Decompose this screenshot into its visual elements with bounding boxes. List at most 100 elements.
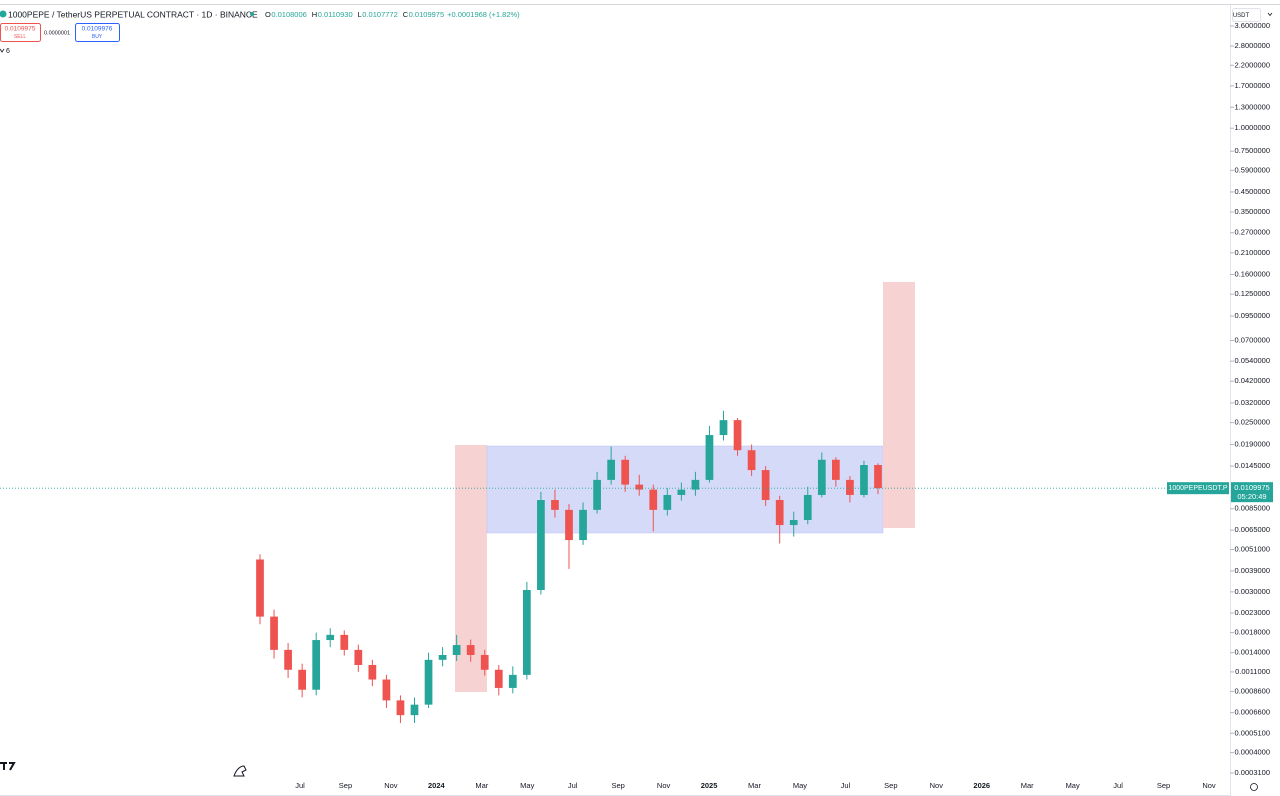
y-tick-label: 3.6000000 (1235, 21, 1270, 30)
ohlc-value: 0.0109975 (409, 10, 444, 19)
y-tick-label: 0.0540000 (1235, 356, 1270, 365)
candle-body (761, 470, 770, 501)
ohlc-label: H (312, 10, 317, 19)
settings-icon[interactable] (1250, 783, 1258, 791)
candle-body (621, 459, 630, 485)
y-tick-label: 2.2000000 (1235, 60, 1270, 69)
y-tick-label: 0.0005100 (1235, 728, 1270, 737)
candle-body (410, 704, 419, 716)
candle-body (368, 664, 377, 680)
symbol-tag-text: 1000PEPEUSDT.P (1168, 485, 1227, 492)
candle-body (874, 465, 882, 489)
y-tick-label: 0.5900000 (1235, 165, 1270, 174)
candle-body (565, 509, 573, 541)
y-tick-label: 0.0320000 (1235, 398, 1270, 407)
y-tick-label: 0.0023000 (1235, 608, 1270, 617)
y-tick-label: 1.0000000 (1235, 123, 1270, 132)
y-tick-label: 0.0051000 (1235, 544, 1270, 553)
tv-logo (0, 762, 16, 771)
plot (256, 410, 882, 724)
candle-body (635, 484, 644, 490)
currency-chevron (1267, 12, 1273, 17)
buy-price: 0.0109976 (82, 26, 113, 33)
y-tick-label: 0.3500000 (1235, 207, 1270, 216)
y-tick-label: 0.0190000 (1235, 440, 1270, 449)
y-tick-label: 0.0011000 (1235, 667, 1270, 676)
x-tick-label: Mar (748, 781, 761, 790)
x-tick-label: Jul (841, 781, 851, 790)
x-tick-label: Sep (1157, 781, 1170, 790)
candle-body (775, 500, 784, 526)
y-tick-label: 0.0250000 (1235, 418, 1270, 427)
candle-body (537, 500, 545, 591)
y-tick-label: 0.2100000 (1235, 248, 1270, 257)
y-tick-label: 0.0030000 (1235, 587, 1270, 596)
candle-body (438, 654, 447, 660)
ohlc-value: 0.0107772 (362, 10, 397, 19)
y-tick-label: 0.0065000 (1235, 525, 1270, 534)
candle-body (298, 669, 306, 690)
y-tick-label: 0.4500000 (1235, 187, 1270, 196)
candle-body (747, 450, 756, 471)
candle-body (523, 590, 531, 675)
candle-body (452, 645, 461, 655)
symbol-tag (1167, 482, 1229, 495)
candle-body (846, 479, 854, 495)
y-tick-label: 0.0700000 (1235, 335, 1270, 344)
price-tag-value: 0.0109975 (1234, 483, 1269, 492)
candle-body (705, 435, 714, 480)
sell-button[interactable] (0, 23, 41, 42)
x-tick-label: Mar (1021, 781, 1034, 790)
x-tick-label: Jul (568, 781, 578, 790)
chevron[interactable] (0, 48, 5, 53)
ohlc-label: C (403, 10, 409, 19)
y-tick-label: 0.0008600 (1235, 687, 1270, 696)
y-tick-label: 0.0018000 (1235, 628, 1270, 637)
candle-body (803, 494, 812, 521)
y-tick-label: 0.7500000 (1235, 146, 1270, 155)
candle-body (817, 459, 826, 495)
y-tick-label: 0.0085000 (1235, 504, 1270, 513)
y-tick-label: 0.0950000 (1235, 311, 1270, 320)
candle-body (480, 654, 489, 670)
buy-button[interactable] (75, 23, 120, 42)
candle-body (340, 634, 349, 650)
y-tick-label: 0.1250000 (1235, 289, 1270, 298)
y-tick-label: 0.0006600 (1235, 708, 1270, 717)
currency-button[interactable] (1232, 8, 1261, 22)
status-dot (250, 12, 254, 16)
x-tick-label: Jul (1113, 781, 1123, 790)
candle-body (382, 679, 391, 701)
candle-body (593, 479, 601, 510)
y-tick-label: 0.0004000 (1235, 748, 1270, 757)
x-tick-label: Nov (657, 781, 671, 790)
red-box (883, 282, 915, 528)
candle-body (466, 645, 475, 655)
candle-body (860, 465, 868, 495)
replay-icon[interactable] (233, 765, 247, 777)
candle-body (508, 674, 517, 688)
price-tag-countdown: 05:20:49 (1237, 492, 1266, 501)
ohlc-label: L (358, 10, 362, 19)
ohlc-change: +0.0001968 (+1.82%) (447, 10, 520, 19)
ohlc-value: 0.0110930 (318, 10, 353, 19)
blue-range-box (486, 445, 884, 534)
candle-body (326, 634, 335, 641)
x-tick-label: 2024 (428, 781, 446, 790)
candle-body (256, 559, 264, 617)
y-tick-label: 1.7000000 (1235, 81, 1270, 90)
x-tick-label: 2025 (701, 781, 718, 790)
candle-body (424, 659, 433, 705)
candle-body (649, 489, 658, 510)
spread: 0.0000001 (44, 30, 70, 36)
sell-price: 0.0109975 (5, 26, 36, 33)
y-tick-label: 0.2700000 (1235, 228, 1270, 237)
candle-body (789, 520, 798, 526)
y-tick-label: 2.8000000 (1235, 41, 1270, 50)
candle-body (733, 420, 742, 451)
sell-label: SELL (14, 34, 26, 40)
candle-body (663, 494, 672, 510)
candle-body (354, 649, 363, 665)
buy-label: BUY (92, 34, 103, 40)
